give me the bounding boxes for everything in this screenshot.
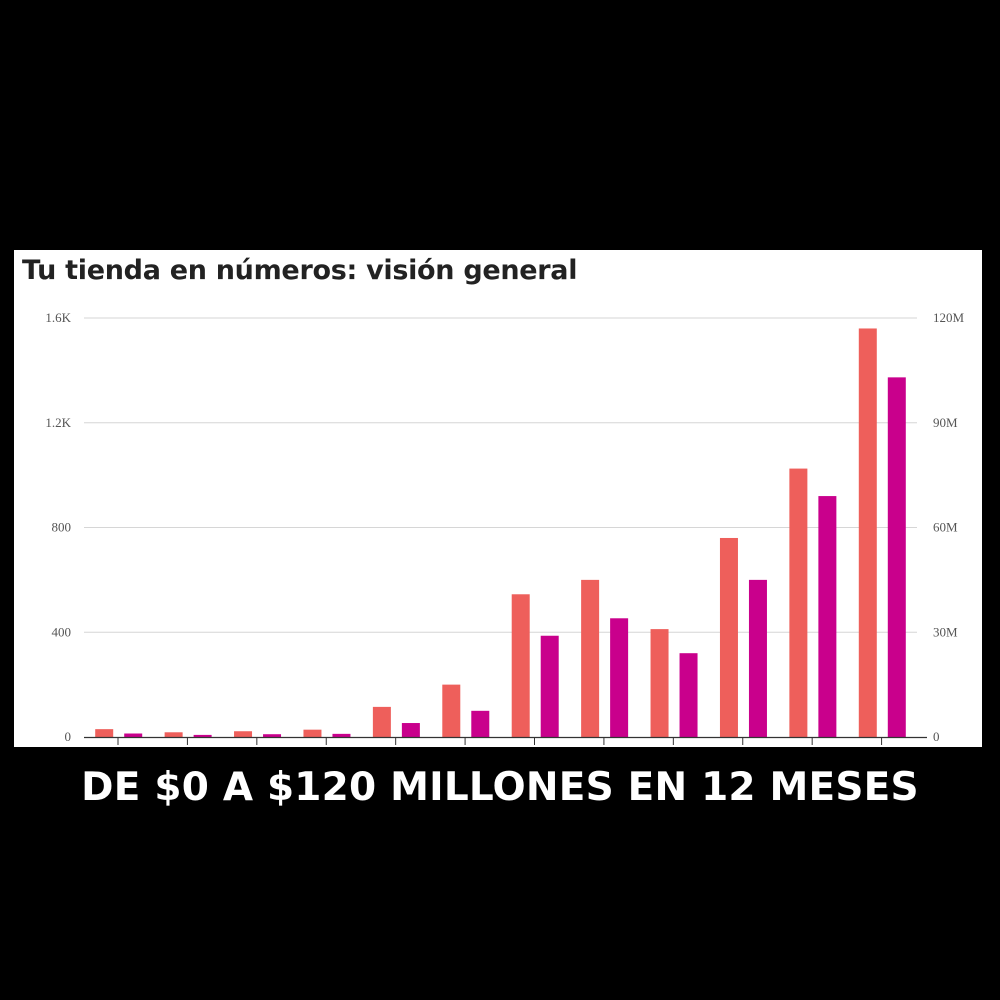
bar-series-1 [442,684,461,737]
y-left-tick-label: 400 [52,624,72,639]
headline: DE $0 A $120 MILLONES EN 12 MESES [81,765,919,810]
chart-title: Tu tienda en números: visión general [22,255,578,286]
bar-series-2 [679,653,698,737]
bar-series-1 [581,579,600,737]
y-right-tick-label: 0 [933,729,940,744]
bar-series-1 [372,706,391,737]
bar-series-2 [887,377,906,737]
bar-series-2 [401,723,420,737]
y-right-tick-label: 90M [933,415,958,430]
y-left-tick-label: 1.2K [45,415,71,430]
bar-series-2 [124,733,143,737]
bar-series-2 [471,710,490,737]
bar-series-2 [540,635,559,737]
bar-series-2 [610,618,629,737]
bar-series-2 [748,579,767,737]
y-left-tick-label: 1.6K [45,310,71,325]
tick-labels: 0 400 800 1.2K 1.6K 0 30M 60M 90M 120M [45,310,964,744]
bar-series-1 [303,729,322,737]
y-left-tick-label: 0 [65,729,72,744]
bar-series-1 [719,537,738,737]
bar-series-1 [164,732,183,737]
bar-series-2 [263,734,282,737]
bar-series-1 [234,731,253,737]
bar-series-1 [650,629,669,737]
chart-panel: 0 400 800 1.2K 1.6K 0 30M 60M 90M 120M Tu tienda … [14,250,982,747]
y-right-tick-label: 120M [933,310,965,325]
gridlines [84,317,917,633]
bar-series-2 [193,734,212,737]
y-right-tick-label: 60M [933,520,958,535]
bar-chart: 0 400 800 1.2K 1.6K 0 30M 60M 90M 120M [45,310,965,745]
x-axis [84,736,927,745]
bar-series-1 [789,468,808,737]
bar-series-1 [511,594,530,737]
y-left-tick-label: 800 [52,520,72,535]
bar-series-1 [858,328,877,737]
bars [95,328,906,737]
bar-series-2 [818,496,837,737]
y-right-tick-label: 30M [933,624,958,639]
bar-series-2 [332,733,351,737]
bar-series-1 [95,729,114,737]
